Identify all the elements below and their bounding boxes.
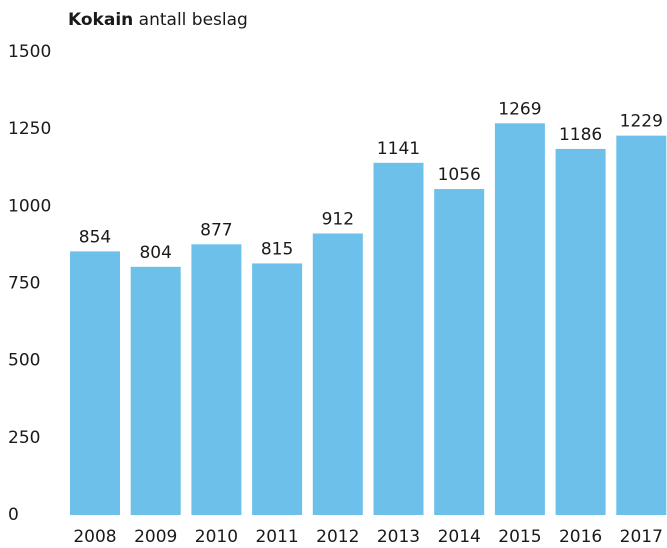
x-tick-label: 2010	[195, 527, 238, 547]
data-label: 815	[261, 239, 293, 259]
data-label: 854	[79, 227, 111, 247]
data-label: 912	[322, 209, 354, 229]
data-label: 1269	[498, 99, 541, 119]
bar	[252, 263, 303, 515]
bar	[555, 148, 606, 515]
y-tick-label: 0	[8, 505, 19, 525]
title-rest: antall beslag	[139, 10, 248, 30]
data-label: 804	[139, 243, 171, 263]
x-tick-label: 2008	[73, 527, 116, 547]
x-tick-label: 2014	[438, 527, 481, 547]
x-tick-label: 2015	[498, 527, 541, 547]
bar	[130, 266, 181, 515]
bar	[70, 251, 120, 515]
y-tick-label: 750	[8, 274, 40, 294]
bar	[616, 135, 667, 515]
x-tick-label: 2016	[559, 527, 602, 547]
data-label: 1141	[377, 139, 420, 159]
data-label: 1186	[559, 125, 602, 145]
data-label: 1229	[620, 112, 663, 132]
data-label: 1056	[438, 165, 481, 185]
bar	[373, 162, 424, 515]
y-tick-label: 1000	[8, 196, 51, 216]
bar	[191, 244, 242, 516]
x-tick-label: 2012	[316, 527, 359, 547]
bar	[312, 233, 363, 515]
chart-title: Kokain antall beslag	[68, 10, 248, 30]
y-tick-label: 250	[8, 428, 40, 448]
x-tick-label: 2009	[134, 527, 177, 547]
x-tick-label: 2013	[377, 527, 420, 547]
y-tick-label: 1250	[8, 119, 51, 139]
x-tick-label: 2011	[255, 527, 298, 547]
x-tick-label: 2017	[620, 527, 663, 547]
y-tick-label: 1500	[8, 42, 51, 62]
y-tick-label: 500	[8, 351, 40, 371]
data-label: 877	[200, 220, 232, 240]
bar	[434, 189, 485, 515]
title-bold: Kokain	[68, 10, 133, 30]
bar	[494, 123, 545, 515]
